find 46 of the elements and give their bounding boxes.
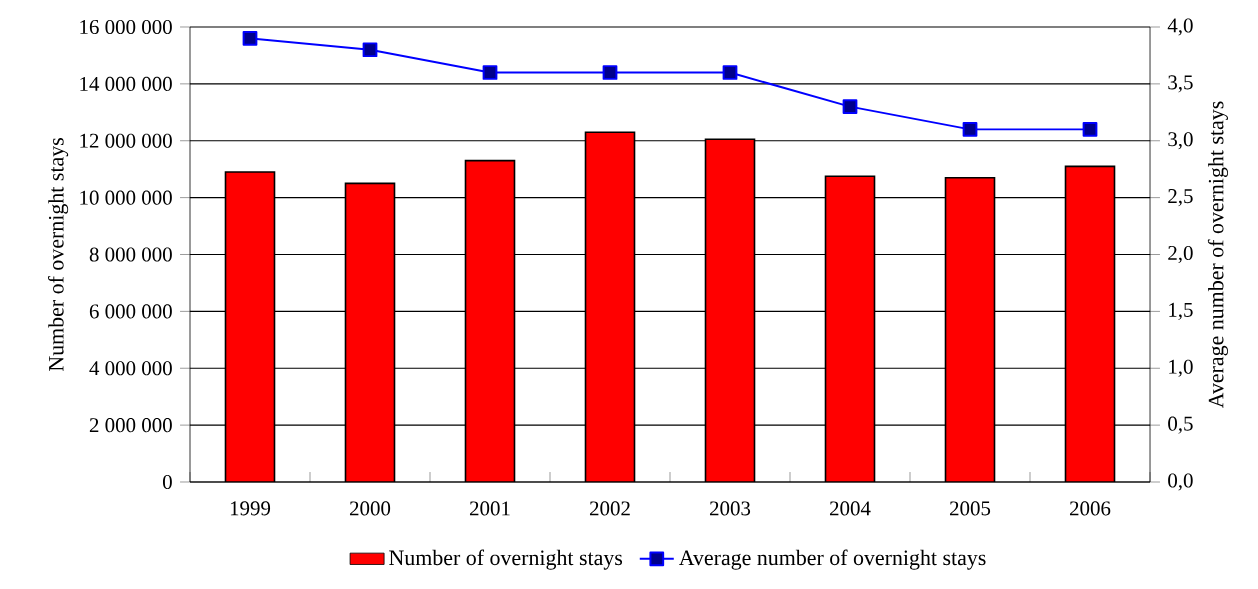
point bbox=[362, 42, 378, 58]
x-tick-label: 2000 bbox=[349, 501, 391, 516]
y2-axis-title: Average number of overnight stays bbox=[1207, 101, 1228, 409]
bar bbox=[344, 182, 396, 482]
y-tick-label: 8 000 000 bbox=[89, 247, 172, 262]
bar bbox=[1064, 165, 1116, 482]
bar bbox=[704, 138, 756, 482]
y2-tick-label: 2,5 bbox=[1168, 189, 1193, 207]
bar bbox=[464, 159, 516, 482]
bar bbox=[944, 176, 996, 482]
bar bbox=[824, 175, 876, 482]
y2-tick-label: 1,5 bbox=[1169, 302, 1193, 320]
y2-tick-label: 1,0 bbox=[1169, 359, 1193, 377]
y-tick-label: 10 000 000 bbox=[80, 190, 172, 205]
x-tick-label: 2004 bbox=[829, 501, 871, 516]
x-tick-label: 1999 bbox=[230, 501, 271, 516]
x-tick-label: 2002 bbox=[589, 501, 630, 516]
point bbox=[242, 31, 258, 46]
y-tick-label: 0 bbox=[162, 474, 172, 490]
legend-label: Number of overnight stays bbox=[389, 549, 623, 570]
x-tick-label: 2003 bbox=[709, 501, 751, 516]
point bbox=[842, 99, 858, 114]
x-tick-label: 2005 bbox=[949, 501, 991, 516]
y-axis-title: Number of overnight stays bbox=[47, 138, 69, 372]
y-tick-label: 14 000 000 bbox=[80, 76, 172, 91]
y-tick-label: 6 000 000 bbox=[89, 304, 172, 319]
y2-tick-label: 4,0 bbox=[1167, 18, 1193, 36]
y-tick-label: 4 000 000 bbox=[89, 361, 172, 376]
y2-tick-label: 0,5 bbox=[1168, 416, 1193, 434]
y-tick-label: 2 000 000 bbox=[89, 418, 172, 433]
point bbox=[602, 65, 618, 80]
y2-tick-label: 2,0 bbox=[1168, 245, 1193, 264]
bar bbox=[224, 171, 276, 482]
legend-label: Average number of overnight stays bbox=[678, 549, 986, 570]
point bbox=[1082, 122, 1098, 137]
y2-tick-label: 3,5 bbox=[1168, 75, 1193, 93]
bar bbox=[584, 131, 636, 482]
x-tick-label: 2001 bbox=[469, 501, 510, 516]
point bbox=[482, 65, 498, 80]
point bbox=[722, 65, 738, 80]
y-tick-label: 12 000 000 bbox=[80, 133, 172, 148]
y2-tick-label: 0,0 bbox=[1168, 473, 1193, 491]
point bbox=[962, 122, 978, 137]
x-tick-label: 2006 bbox=[1069, 501, 1111, 516]
y-tick-label: 16 000 000 bbox=[80, 19, 172, 35]
y2-tick-label: 3,0 bbox=[1168, 132, 1193, 150]
